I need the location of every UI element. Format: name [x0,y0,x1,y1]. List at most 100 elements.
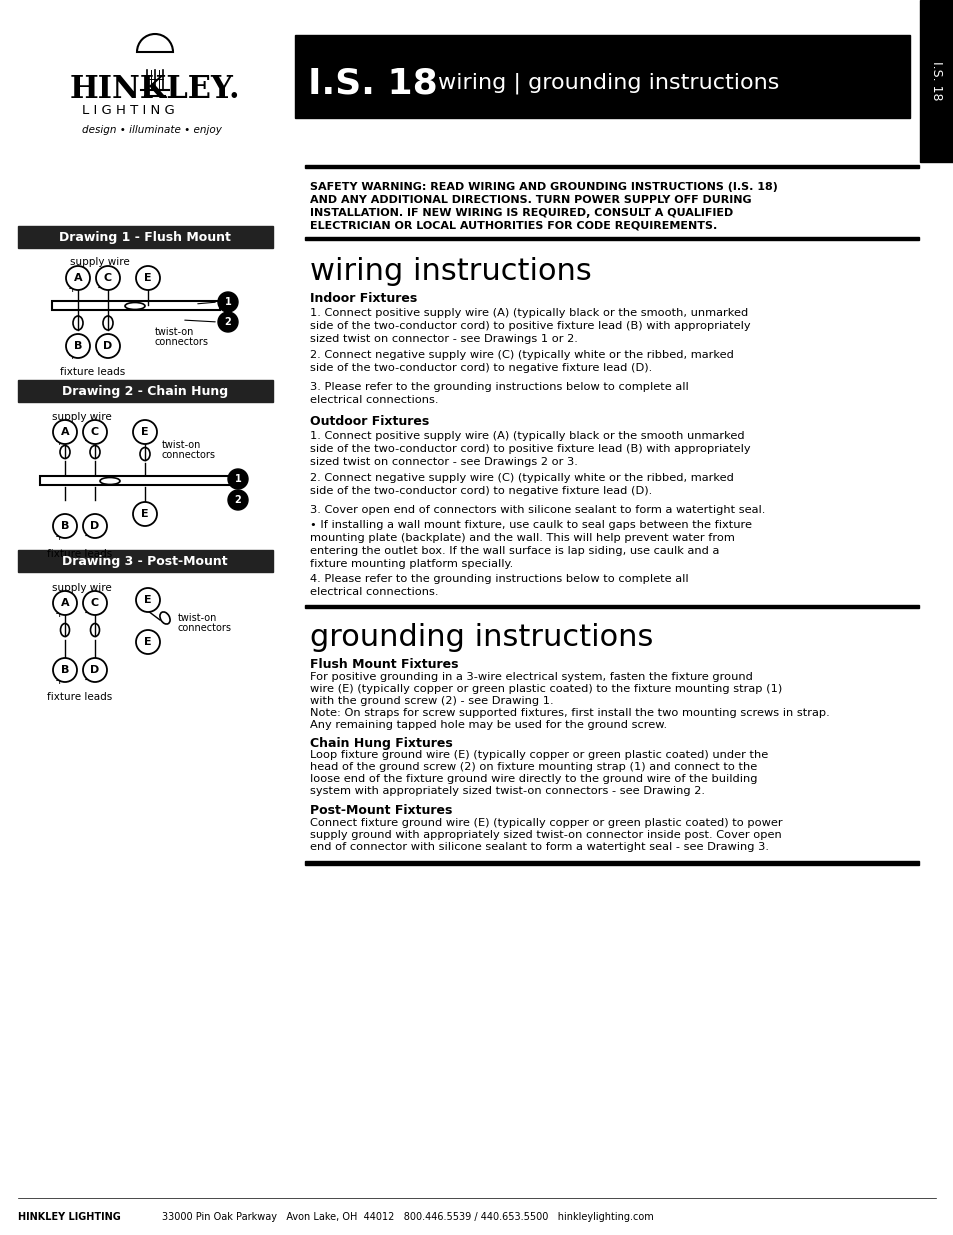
Text: +: + [54,532,64,542]
Text: A: A [61,598,70,608]
Text: Drawing 2 - Chain Hung: Drawing 2 - Chain Hung [62,385,228,399]
Bar [305,861,918,864]
Text: 2: 2 [224,317,232,327]
Text: Connect fixture ground wire (E) (typically copper or green plastic coated) to po: Connect fixture ground wire (E) (typical… [310,818,781,827]
Text: 1: 1 [234,474,241,484]
Text: 3. Please refer to the grounding instructions below to complete all: 3. Please refer to the grounding instruc… [310,382,688,391]
Text: twist-on: twist-on [162,440,201,450]
Circle shape [132,501,157,526]
Text: E: E [144,637,152,647]
Text: Indoor Fixtures: Indoor Fixtures [310,291,416,305]
Circle shape [218,291,237,312]
Text: SAFETY WARNING: READ WIRING AND GROUNDING INSTRUCTIONS (I.S. 18): SAFETY WARNING: READ WIRING AND GROUNDIN… [310,182,777,191]
Text: L I G H T I N G: L I G H T I N G [82,104,174,116]
Text: A: A [61,427,70,437]
Text: −: − [96,350,107,362]
Text: D: D [91,664,99,676]
Text: side of the two-conductor cord) to positive fixture lead (B) with appropriately: side of the two-conductor cord) to posit… [310,445,750,454]
Text: supply wire: supply wire [52,412,112,422]
Text: +: + [54,609,64,619]
Text: twist-on: twist-on [154,327,194,337]
Text: fixture leads: fixture leads [48,550,112,559]
Text: For positive grounding in a 3-wire electrical system, fasten the fixture ground: For positive grounding in a 3-wire elect… [310,672,752,682]
Text: INSTALLATION. IF NEW WIRING IS REQUIRED, CONSULT A QUALIFIED: INSTALLATION. IF NEW WIRING IS REQUIRED,… [310,207,733,219]
Text: I.S. 18: I.S. 18 [308,65,437,100]
Bar [52,301,220,310]
Text: HINKLEY LIGHTING: HINKLEY LIGHTING [18,1212,121,1221]
Text: supply wire: supply wire [71,257,130,267]
Text: 3. Cover open end of connectors with silicone sealant to form a watertight seal.: 3. Cover open end of connectors with sil… [310,505,764,515]
Text: −: − [84,530,94,543]
Text: +: + [54,676,64,685]
Text: 2: 2 [234,495,241,505]
Text: E: E [141,509,149,519]
Text: E: E [144,595,152,605]
Circle shape [136,630,160,655]
Circle shape [136,588,160,613]
Text: HINKLEY.: HINKLEY. [70,74,240,105]
Text: Loop fixture ground wire (E) (typically copper or green plastic coated) under th: Loop fixture ground wire (E) (typically … [310,750,767,760]
Text: wiring instructions: wiring instructions [310,257,591,287]
Text: B: B [61,521,70,531]
Text: head of the ground screw (2) on fixture mounting strap (1) and connect to the: head of the ground screw (2) on fixture … [310,762,757,772]
Text: connectors: connectors [178,622,232,634]
Text: −: − [84,606,94,620]
Bar [40,475,232,485]
Text: +: + [68,351,76,361]
Text: entering the outlet box. If the wall surface is lap siding, use caulk and a: entering the outlet box. If the wall sur… [310,546,719,556]
Bar [919,0,953,162]
Text: side of the two-conductor cord) to negative fixture lead (D).: side of the two-conductor cord) to negat… [310,363,652,373]
Text: design • illuminate • enjoy: design • illuminate • enjoy [82,125,222,135]
Text: • If installing a wall mount fixture, use caulk to seal gaps between the fixture: • If installing a wall mount fixture, us… [310,520,751,530]
Bar [18,550,273,572]
Text: grounding instructions: grounding instructions [310,622,653,652]
Text: connectors: connectors [162,450,215,459]
Text: Post-Mount Fixtures: Post-Mount Fixtures [310,804,452,818]
Circle shape [53,658,77,682]
Text: fixture leads: fixture leads [48,692,112,701]
Circle shape [96,266,120,290]
Circle shape [66,266,90,290]
Text: wiring | grounding instructions: wiring | grounding instructions [437,73,779,94]
Text: Flush Mount Fixtures: Flush Mount Fixtures [310,658,458,671]
Text: B: B [61,664,70,676]
Circle shape [228,490,248,510]
Text: −: − [84,435,94,448]
Bar [305,605,918,608]
Text: 33000 Pin Oak Parkway   Avon Lake, OH  44012   800.446.5539 / 440.653.5500   hin: 33000 Pin Oak Parkway Avon Lake, OH 4401… [162,1212,653,1221]
Text: E: E [141,427,149,437]
Text: −: − [96,282,107,295]
Text: wire (E) (typically copper or green plastic coated) to the fixture mounting stra: wire (E) (typically copper or green plas… [310,684,781,694]
Text: loose end of the fixture ground wire directly to the ground wire of the building: loose end of the fixture ground wire dir… [310,774,757,784]
Circle shape [83,592,107,615]
Text: twist-on: twist-on [178,613,217,622]
Text: 2. Connect negative supply wire (C) (typically white or the ribbed, marked: 2. Connect negative supply wire (C) (typ… [310,350,733,359]
Text: electrical connections.: electrical connections. [310,587,438,597]
Text: D: D [91,521,99,531]
Text: connectors: connectors [154,337,209,347]
Text: ELECTRICIAN OR LOCAL AUTHORITIES FOR CODE REQUIREMENTS.: ELECTRICIAN OR LOCAL AUTHORITIES FOR COD… [310,221,717,231]
Text: sized twist on connector - see Drawings 1 or 2.: sized twist on connector - see Drawings … [310,333,578,345]
Text: 1. Connect positive supply wire (A) (typically black or the smooth unmarked: 1. Connect positive supply wire (A) (typ… [310,431,744,441]
Text: C: C [91,598,99,608]
Text: Drawing 3 - Post-Mount: Drawing 3 - Post-Mount [62,556,228,568]
Text: side of the two-conductor cord) to positive fixture lead (B) with appropriately: side of the two-conductor cord) to posit… [310,321,750,331]
Text: Note: On straps for screw supported fixtures, first install the two mounting scr: Note: On straps for screw supported fixt… [310,708,829,718]
Circle shape [83,420,107,445]
Circle shape [218,312,237,332]
Text: E: E [144,273,152,283]
Text: +: + [68,284,76,294]
Bar [18,380,273,403]
Text: I.S. 18: I.S. 18 [929,62,943,101]
Text: electrical connections.: electrical connections. [310,395,438,405]
Text: B: B [73,341,82,351]
Text: C: C [104,273,112,283]
Text: system with appropriately sized twist-on connectors - see Drawing 2.: system with appropriately sized twist-on… [310,785,704,797]
Text: side of the two-conductor cord) to negative fixture lead (D).: side of the two-conductor cord) to negat… [310,487,652,496]
Circle shape [83,514,107,538]
Text: end of connector with silicone sealant to form a watertight seal - see Drawing 3: end of connector with silicone sealant t… [310,842,768,852]
Text: supply wire: supply wire [52,583,112,593]
Text: Outdoor Fixtures: Outdoor Fixtures [310,415,429,429]
Text: A: A [73,273,82,283]
Text: 1. Connect positive supply wire (A) (typically black or the smooth, unmarked: 1. Connect positive supply wire (A) (typ… [310,308,747,317]
